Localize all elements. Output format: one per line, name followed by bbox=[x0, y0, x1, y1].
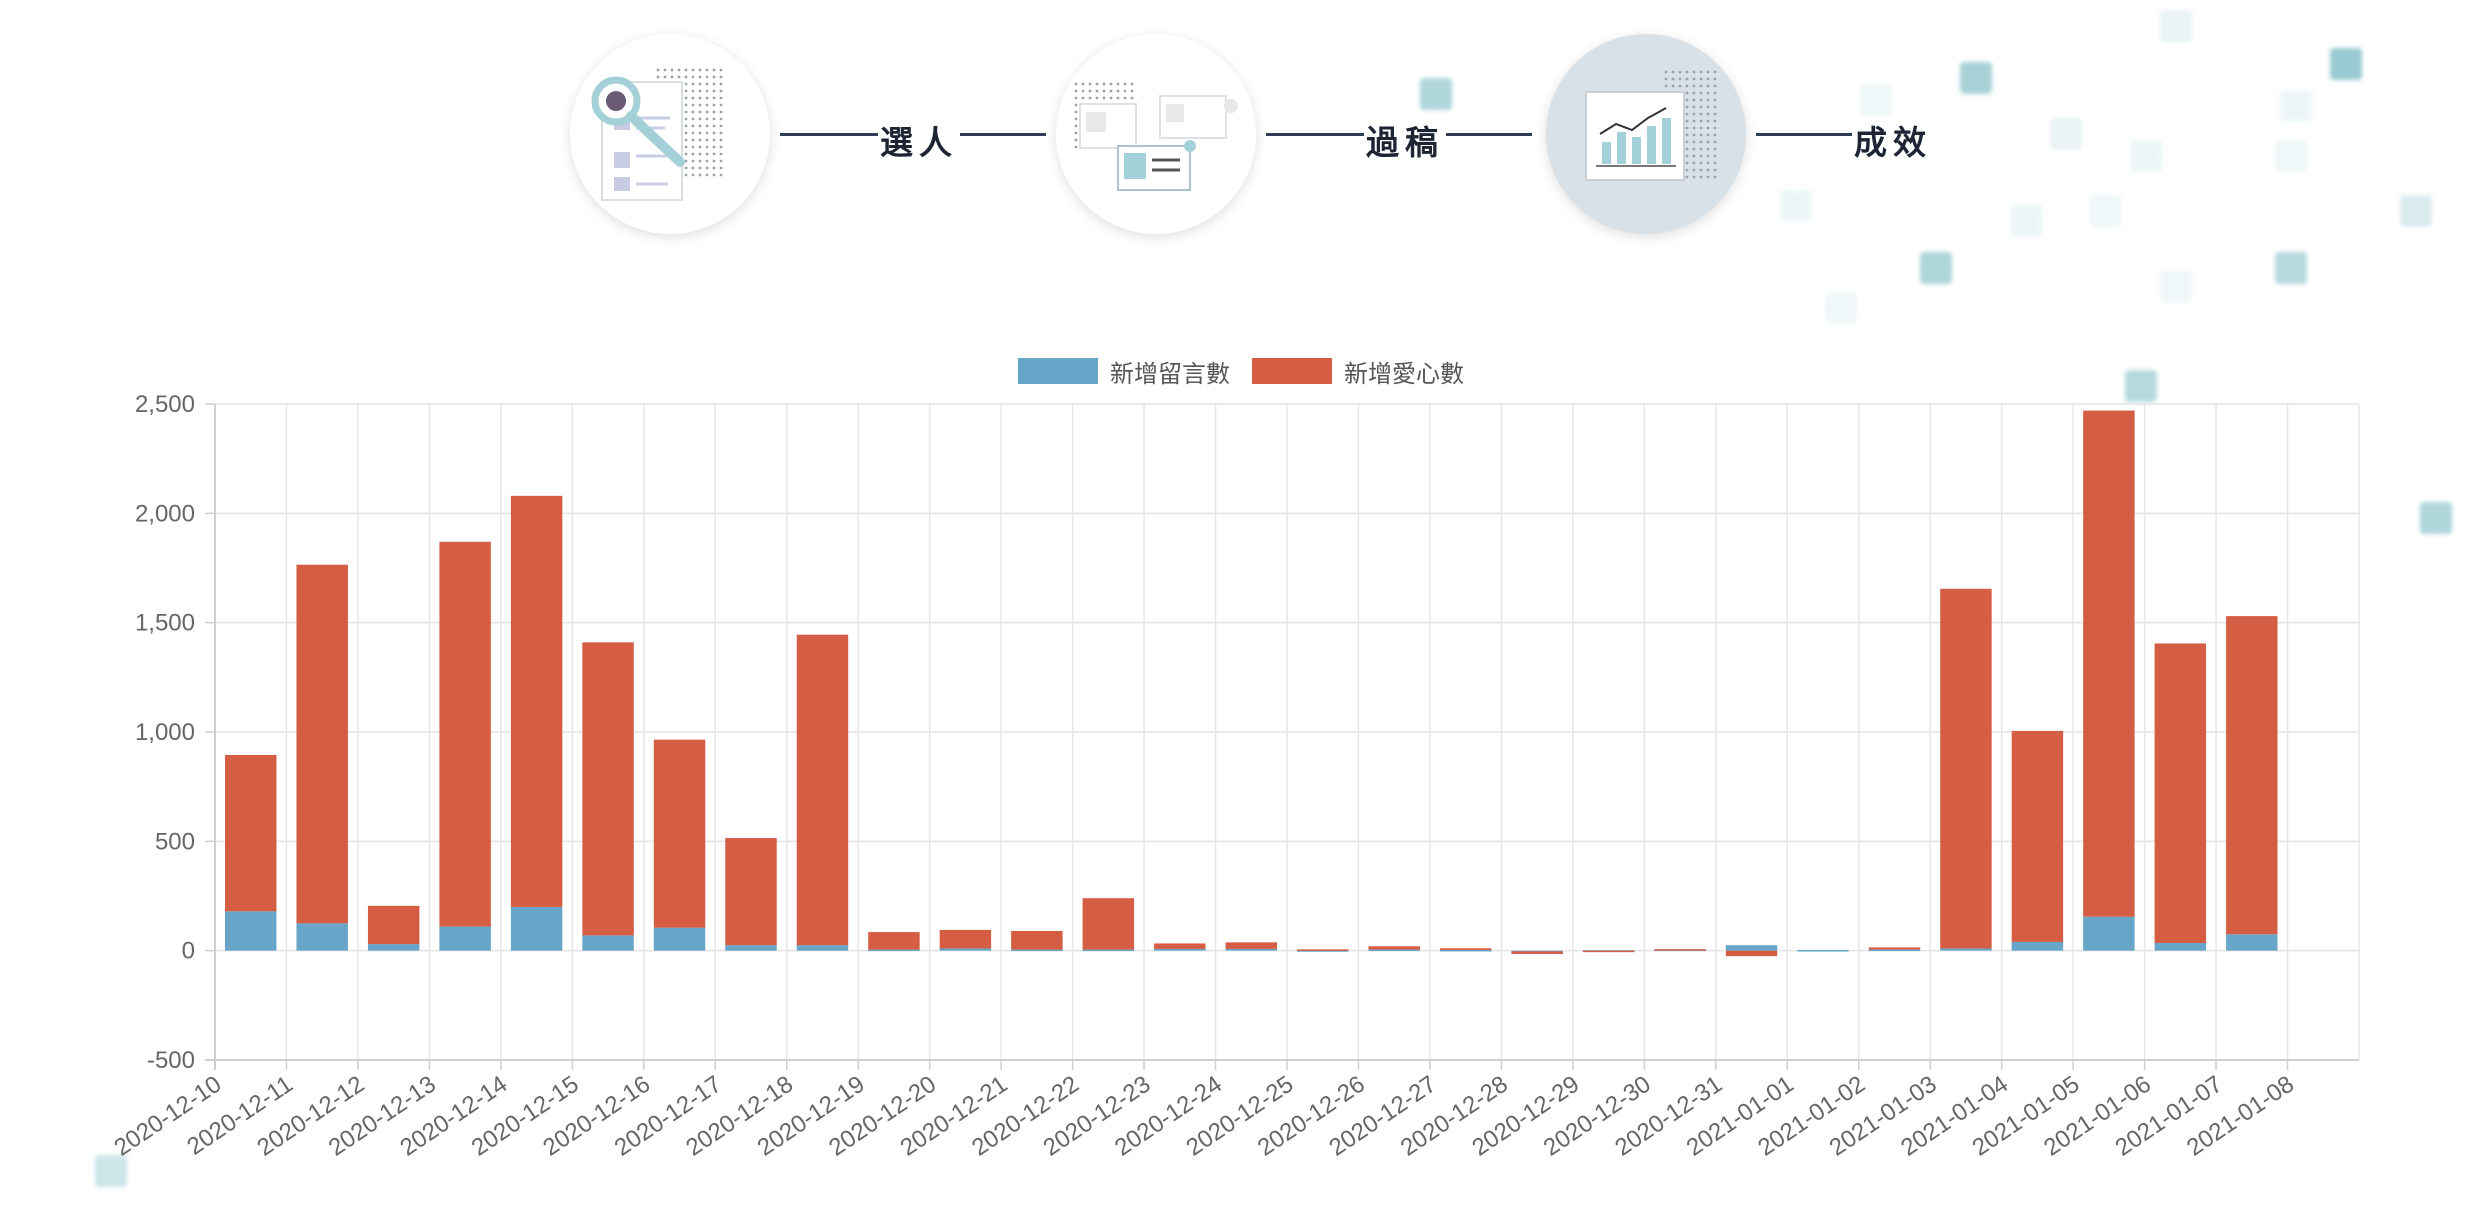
bar-comments bbox=[296, 923, 348, 951]
bar-comments bbox=[1225, 948, 1277, 951]
bar-comments bbox=[582, 935, 634, 951]
step-label-select: 選人 bbox=[878, 116, 960, 164]
y-tick-label: -500 bbox=[147, 1047, 195, 1074]
decorative-square bbox=[1960, 62, 1992, 94]
bar-likes bbox=[225, 754, 277, 912]
decorative-square bbox=[2275, 252, 2307, 284]
y-tick-label: 1,500 bbox=[135, 610, 195, 637]
decorative-square bbox=[2330, 48, 2362, 80]
decorative-square bbox=[2275, 140, 2307, 172]
bar-likes bbox=[1511, 951, 1563, 954]
decorative-square bbox=[2280, 90, 2312, 122]
bar-comments bbox=[225, 911, 277, 951]
y-tick-label: 0 bbox=[182, 938, 195, 965]
x-axis: 2020-12-102020-12-112020-12-122020-12-13… bbox=[109, 1060, 2299, 1162]
decorative-square bbox=[2160, 270, 2192, 302]
bar-likes bbox=[582, 642, 634, 936]
decorative-square bbox=[2090, 195, 2122, 227]
bar-comments bbox=[1725, 945, 1778, 951]
y-tick-label: 2,500 bbox=[135, 391, 195, 418]
decorative-square bbox=[1825, 292, 1857, 324]
decorative-square bbox=[2400, 195, 2432, 227]
y-tick-label: 1,000 bbox=[135, 719, 195, 746]
decorative-square bbox=[2130, 140, 2162, 172]
bar-comments bbox=[1011, 949, 1063, 952]
bar-comments bbox=[2011, 941, 2064, 951]
bar-likes bbox=[653, 739, 706, 928]
legend-item-likes[interactable]: 新增愛心數 bbox=[1252, 354, 1464, 389]
bar-likes bbox=[1011, 930, 1063, 950]
bar-likes bbox=[1154, 943, 1206, 949]
bar-likes bbox=[1868, 947, 1921, 950]
decorative-square bbox=[1920, 252, 1952, 284]
bar-comments bbox=[1439, 950, 1492, 952]
bar-comments bbox=[2083, 916, 2135, 951]
step-review-icon bbox=[1056, 34, 1256, 234]
bar-comments bbox=[2154, 943, 2207, 951]
bar-comments bbox=[1082, 949, 1135, 952]
bar-comments bbox=[367, 944, 420, 951]
step-result-icon bbox=[1546, 34, 1746, 234]
bar-comments bbox=[2226, 934, 2278, 951]
bar-comments bbox=[653, 927, 706, 951]
bar-likes bbox=[725, 838, 777, 946]
bar-comments bbox=[510, 906, 563, 951]
decorative-square bbox=[2010, 205, 2042, 237]
bar-likes bbox=[2226, 616, 2278, 935]
step-select-icon bbox=[570, 34, 770, 234]
bar-likes bbox=[1225, 942, 1277, 949]
stacked-bar-chart: -500 0 500 1,000 1,500 2,000 2,500 2020-12-102… bbox=[109, 391, 2360, 1162]
legend-label-likes: 新增愛心數 bbox=[1344, 359, 1464, 388]
y-tick-label: 500 bbox=[155, 828, 195, 855]
bar-likes bbox=[1297, 949, 1349, 951]
bar-likes bbox=[1940, 588, 1992, 949]
bar-comments bbox=[1940, 948, 1992, 951]
bar-comments bbox=[1868, 949, 1921, 952]
legend-swatch-likes bbox=[1252, 358, 1332, 384]
step-connector bbox=[1756, 133, 1876, 136]
bar-comments bbox=[1368, 949, 1420, 952]
bar-likes bbox=[939, 929, 992, 949]
bar-likes bbox=[1725, 950, 1778, 957]
chart-legend: 新增留言數 新增愛心數 bbox=[1018, 354, 1486, 389]
decorative-square bbox=[2160, 10, 2192, 42]
bar-comments bbox=[1797, 950, 1849, 952]
bar-likes bbox=[796, 634, 849, 946]
bar-comments bbox=[868, 949, 920, 952]
bar-comments bbox=[1297, 950, 1349, 952]
bar-likes bbox=[1439, 948, 1492, 951]
decorative-square bbox=[2050, 118, 2082, 150]
y-tick-label: 2,000 bbox=[135, 500, 195, 527]
legend-label-comments: 新增留言數 bbox=[1110, 359, 1230, 388]
bar-likes bbox=[1082, 898, 1135, 950]
chart-bars bbox=[225, 410, 2278, 957]
bar-likes bbox=[1582, 950, 1635, 953]
bar-comments bbox=[725, 945, 777, 951]
legend-item-comments[interactable]: 新增留言數 bbox=[1018, 354, 1230, 389]
bar-likes bbox=[510, 495, 563, 907]
bar-likes bbox=[296, 564, 348, 924]
bar-likes bbox=[367, 905, 420, 945]
bar-likes bbox=[2011, 730, 2064, 942]
step-label-result: 成效 bbox=[1852, 116, 1934, 164]
bar-likes bbox=[868, 932, 920, 950]
step-label-review: 過稿 bbox=[1364, 116, 1446, 164]
bar-likes bbox=[1368, 946, 1420, 950]
bar-likes bbox=[2083, 410, 2135, 917]
bar-likes bbox=[2154, 643, 2207, 944]
process-steps: 選人 過稿 成效 bbox=[570, 34, 1950, 244]
bar-comments bbox=[1154, 948, 1206, 951]
bar-comments bbox=[796, 945, 849, 951]
bar-comments bbox=[439, 926, 491, 951]
bar-likes bbox=[439, 541, 491, 927]
y-axis: -500 0 500 1,000 1,500 2,000 2,500 bbox=[135, 391, 215, 1074]
bar-likes bbox=[1654, 949, 1706, 951]
bar-comments bbox=[939, 948, 992, 951]
legend-swatch-comments bbox=[1018, 358, 1098, 384]
